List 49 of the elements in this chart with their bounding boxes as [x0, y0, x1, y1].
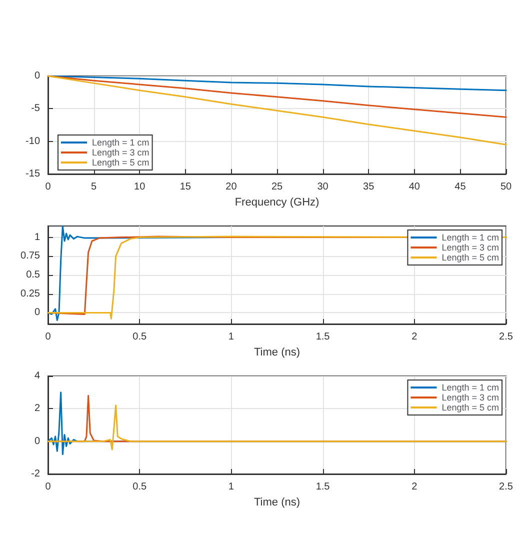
- x-tick-label: 15: [180, 182, 192, 192]
- y-tick-label: 0: [34, 70, 40, 82]
- x-tick-label: 2: [412, 482, 418, 492]
- legend-label: Length = 3 cm: [442, 392, 500, 402]
- line-series: [47, 404, 507, 450]
- x-tick-label: 0: [45, 332, 52, 342]
- x-tick-label: 1.5: [316, 332, 330, 342]
- y-tick-label: -2: [31, 468, 40, 480]
- x-tick-label: 40: [408, 182, 420, 192]
- x-tick-label: 0: [45, 482, 52, 492]
- y-tick-label: 1: [34, 232, 40, 243]
- x-tick-label: 0.5: [132, 332, 147, 342]
- y-tick-label: 0.75: [20, 250, 40, 262]
- y-tick-label: 4: [34, 370, 40, 382]
- y-tick-label: 0: [34, 307, 40, 318]
- legend-label: Length = 1 cm: [442, 382, 500, 392]
- x-tick-label: 1.5: [316, 482, 330, 492]
- x-tick-label: 1: [228, 482, 234, 492]
- x-tick-label: 2.5: [499, 482, 514, 492]
- legend-label: Length = 3 cm: [92, 148, 150, 158]
- y-tick-label: 2: [34, 403, 40, 414]
- legend-label: Length = 1 cm: [442, 232, 500, 242]
- x-axis-title: Time (ns): [254, 346, 300, 358]
- legend-label: Length = 1 cm: [92, 138, 150, 148]
- y-tick-label: -5: [31, 103, 40, 114]
- legend-label: Length = 5 cm: [442, 252, 500, 262]
- x-tick-label: 2.5: [499, 332, 514, 342]
- x-tick-label: 2: [412, 332, 418, 342]
- x-axis-title: Time (ns): [254, 496, 300, 508]
- legend-label: Length = 3 cm: [442, 242, 500, 252]
- x-tick-label: 50: [500, 182, 512, 192]
- y-tick-label: 0.25: [20, 288, 40, 300]
- x-axis-title: Frequency (GHz): [234, 196, 320, 208]
- x-tick-label: 0: [45, 182, 52, 192]
- x-tick-label: 10: [134, 182, 146, 192]
- y-tick-label: -10: [26, 136, 40, 147]
- x-tick-label: 45: [454, 182, 466, 192]
- y-tick-label: -15: [26, 168, 40, 180]
- legend-label: Length = 5 cm: [442, 402, 500, 412]
- y-tick-label: 0: [34, 436, 40, 447]
- x-tick-label: 20: [226, 182, 238, 192]
- x-tick-label: 30: [317, 182, 329, 192]
- x-tick-label: 35: [363, 182, 375, 192]
- x-tick-label: 25: [271, 182, 283, 192]
- x-tick-label: 5: [91, 182, 98, 192]
- legend-label: Length = 5 cm: [92, 158, 150, 168]
- x-tick-label: 1: [228, 332, 234, 342]
- x-tick-label: 0.5: [132, 482, 147, 492]
- y-tick-label: 0.5: [26, 270, 40, 280]
